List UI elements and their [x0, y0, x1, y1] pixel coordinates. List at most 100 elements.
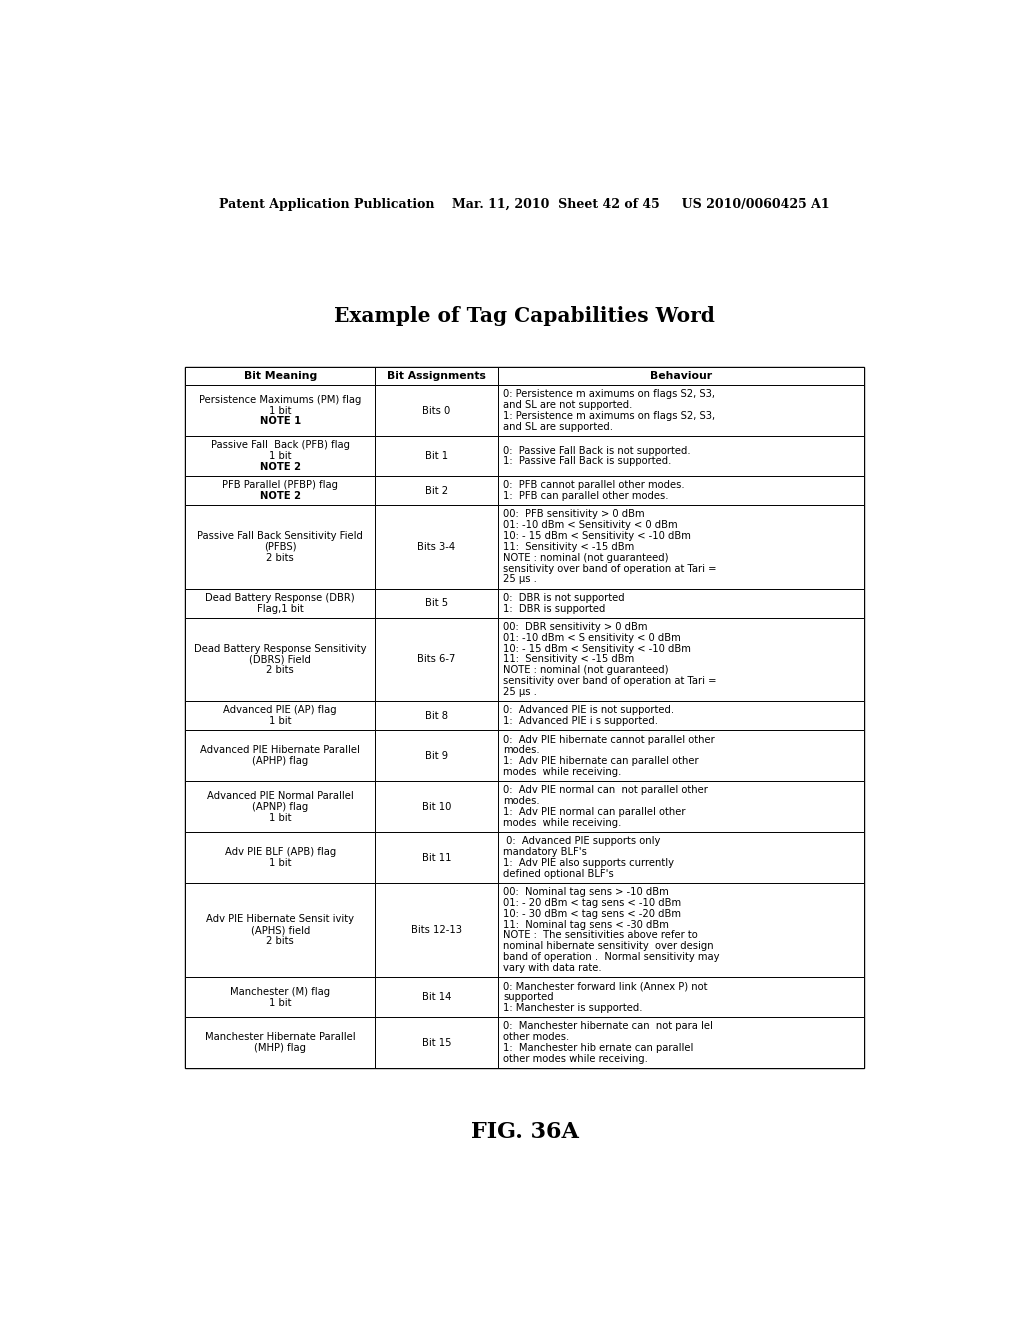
Text: 10: - 30 dBm < tag sens < -20 dBm: 10: - 30 dBm < tag sens < -20 dBm [503, 909, 681, 919]
Bar [185, 367, 376, 385]
Text: band of operation .  Normal sensitivity may: band of operation . Normal sensitivity m… [503, 952, 720, 962]
Text: Bit 11: Bit 11 [422, 853, 452, 862]
Text: 2 bits: 2 bits [266, 553, 294, 562]
Bar [376, 367, 498, 385]
Text: Bit 10: Bit 10 [422, 801, 452, 812]
Text: 1:  Passive Fall Back is supported.: 1: Passive Fall Back is supported. [503, 457, 672, 466]
Text: and SL are supported.: and SL are supported. [503, 422, 613, 432]
Text: modes.: modes. [503, 746, 540, 755]
Bar [376, 781, 498, 832]
Bar [498, 781, 864, 832]
Text: 1:  DBR is supported: 1: DBR is supported [503, 603, 605, 614]
Text: 1:  Adv PIE hibernate can parallel other: 1: Adv PIE hibernate can parallel other [503, 756, 698, 766]
Bar [376, 1018, 498, 1068]
Bar [376, 883, 498, 977]
Text: sensitivity over band of operation at Tari =: sensitivity over band of operation at Ta… [503, 564, 717, 574]
Text: (PFBS): (PFBS) [264, 543, 297, 552]
Bar [185, 701, 376, 730]
Text: Bit 14: Bit 14 [422, 993, 452, 1002]
Text: 0: Manchester forward link (Annex P) not: 0: Manchester forward link (Annex P) not [503, 981, 708, 991]
Text: 1:  Manchester hib ernate can parallel: 1: Manchester hib ernate can parallel [503, 1043, 693, 1053]
Text: 0: Persistence m aximums on flags S2, S3,: 0: Persistence m aximums on flags S2, S3… [503, 389, 715, 400]
Text: modes.: modes. [503, 796, 540, 807]
Text: Bit 8: Bit 8 [425, 710, 447, 721]
Text: Example of Tag Capabilities Word: Example of Tag Capabilities Word [335, 306, 715, 326]
Text: Patent Application Publication    Mar. 11, 2010  Sheet 42 of 45     US 2010/0060: Patent Application Publication Mar. 11, … [219, 198, 830, 211]
Bar [185, 385, 376, 436]
Bar [376, 618, 498, 701]
Text: Advanced PIE Normal Parallel: Advanced PIE Normal Parallel [207, 791, 353, 801]
Text: 2 bits: 2 bits [266, 665, 294, 676]
Text: 11:  Sensitivity < -15 dBm: 11: Sensitivity < -15 dBm [503, 655, 635, 664]
Text: 1: Persistence m aximums on flags S2, S3,: 1: Persistence m aximums on flags S2, S3… [503, 411, 716, 421]
Bar [498, 977, 864, 1018]
Bar [185, 506, 376, 589]
Text: 1:  Advanced PIE i s supported.: 1: Advanced PIE i s supported. [503, 717, 658, 726]
Text: Adv PIE BLF (APB) flag: Adv PIE BLF (APB) flag [224, 847, 336, 857]
Text: 1 bit: 1 bit [269, 405, 292, 416]
Text: (DBRS) Field: (DBRS) Field [249, 655, 311, 664]
Text: (APHP) flag: (APHP) flag [252, 756, 308, 766]
Text: 01: - 20 dBm < tag sens < -10 dBm: 01: - 20 dBm < tag sens < -10 dBm [503, 898, 681, 908]
Text: 11:  Sensitivity < -15 dBm: 11: Sensitivity < -15 dBm [503, 543, 635, 552]
Bar [376, 385, 498, 436]
Text: 00:  PFB sensitivity > 0 dBm: 00: PFB sensitivity > 0 dBm [503, 510, 645, 519]
Bar [498, 367, 864, 385]
Text: Passive Fall Back Sensitivity Field: Passive Fall Back Sensitivity Field [198, 531, 364, 541]
Text: 0:  Manchester hibernate can  not para lel: 0: Manchester hibernate can not para lel [503, 1022, 713, 1031]
Text: 1: Manchester is supported.: 1: Manchester is supported. [503, 1003, 643, 1012]
Text: Passive Fall  Back (PFB) flag: Passive Fall Back (PFB) flag [211, 440, 350, 450]
Text: and SL are not supported.: and SL are not supported. [503, 400, 633, 411]
Text: 1:  Adv PIE normal can parallel other: 1: Adv PIE normal can parallel other [503, 807, 686, 817]
Bar [185, 883, 376, 977]
Text: NOTE : nominal (not guaranteed): NOTE : nominal (not guaranteed) [503, 665, 669, 676]
Text: 1 bit: 1 bit [269, 451, 292, 461]
Text: Behaviour: Behaviour [650, 371, 712, 381]
Text: 1:  Adv PIE also supports currently: 1: Adv PIE also supports currently [503, 858, 674, 869]
Text: modes  while receiving.: modes while receiving. [503, 767, 622, 777]
Text: 25 μs .: 25 μs . [503, 686, 537, 697]
Bar [185, 589, 376, 618]
Text: 1 bit: 1 bit [269, 858, 292, 869]
Text: Bit Meaning: Bit Meaning [244, 371, 316, 381]
Text: Bit Assignments: Bit Assignments [387, 371, 486, 381]
Text: other modes while receiving.: other modes while receiving. [503, 1053, 648, 1064]
Text: other modes.: other modes. [503, 1032, 569, 1043]
Bar [185, 618, 376, 701]
Text: mandatory BLF's: mandatory BLF's [503, 847, 587, 857]
Bar [498, 385, 864, 436]
Text: NOTE 1: NOTE 1 [260, 416, 301, 426]
Text: 1:  PFB can parallel other modes.: 1: PFB can parallel other modes. [503, 491, 669, 502]
Text: 0:  DBR is not supported: 0: DBR is not supported [503, 593, 625, 603]
Text: 0:  Adv PIE normal can  not parallel other: 0: Adv PIE normal can not parallel other [503, 785, 708, 796]
Text: Bit 5: Bit 5 [425, 598, 449, 609]
Text: 0:  Adv PIE hibernate cannot parallel other: 0: Adv PIE hibernate cannot parallel oth… [503, 734, 715, 744]
Text: Bit 2: Bit 2 [425, 486, 449, 495]
Text: 1 bit: 1 bit [269, 813, 292, 822]
Text: Manchester (M) flag: Manchester (M) flag [230, 987, 331, 997]
Bar [376, 832, 498, 883]
Bar [498, 701, 864, 730]
Bar [376, 477, 498, 506]
Text: Bits 6-7: Bits 6-7 [418, 655, 456, 664]
Bar [376, 589, 498, 618]
Text: (APNP) flag: (APNP) flag [252, 801, 308, 812]
Text: Bits 12-13: Bits 12-13 [411, 925, 462, 935]
Bar [498, 589, 864, 618]
Text: 1 bit: 1 bit [269, 717, 292, 726]
Bar [376, 977, 498, 1018]
Text: NOTE : nominal (not guaranteed): NOTE : nominal (not guaranteed) [503, 553, 669, 562]
Text: 0:  Advanced PIE is not supported.: 0: Advanced PIE is not supported. [503, 705, 675, 715]
Bar [185, 781, 376, 832]
Text: Bit 15: Bit 15 [422, 1038, 452, 1048]
Text: Bits 0: Bits 0 [422, 405, 451, 416]
Text: 10: - 15 dBm < Sensitivity < -10 dBm: 10: - 15 dBm < Sensitivity < -10 dBm [503, 531, 691, 541]
Text: vary with data rate.: vary with data rate. [503, 964, 602, 973]
Text: 01: -10 dBm < Sensitivity < 0 dBm: 01: -10 dBm < Sensitivity < 0 dBm [503, 520, 678, 531]
Text: nominal hibernate sensitivity  over design: nominal hibernate sensitivity over desig… [503, 941, 714, 952]
Bar [376, 506, 498, 589]
Text: Advanced PIE (AP) flag: Advanced PIE (AP) flag [223, 705, 337, 715]
Bar [376, 730, 498, 781]
Text: Flag,1 bit: Flag,1 bit [257, 603, 304, 614]
Bar [376, 436, 498, 477]
